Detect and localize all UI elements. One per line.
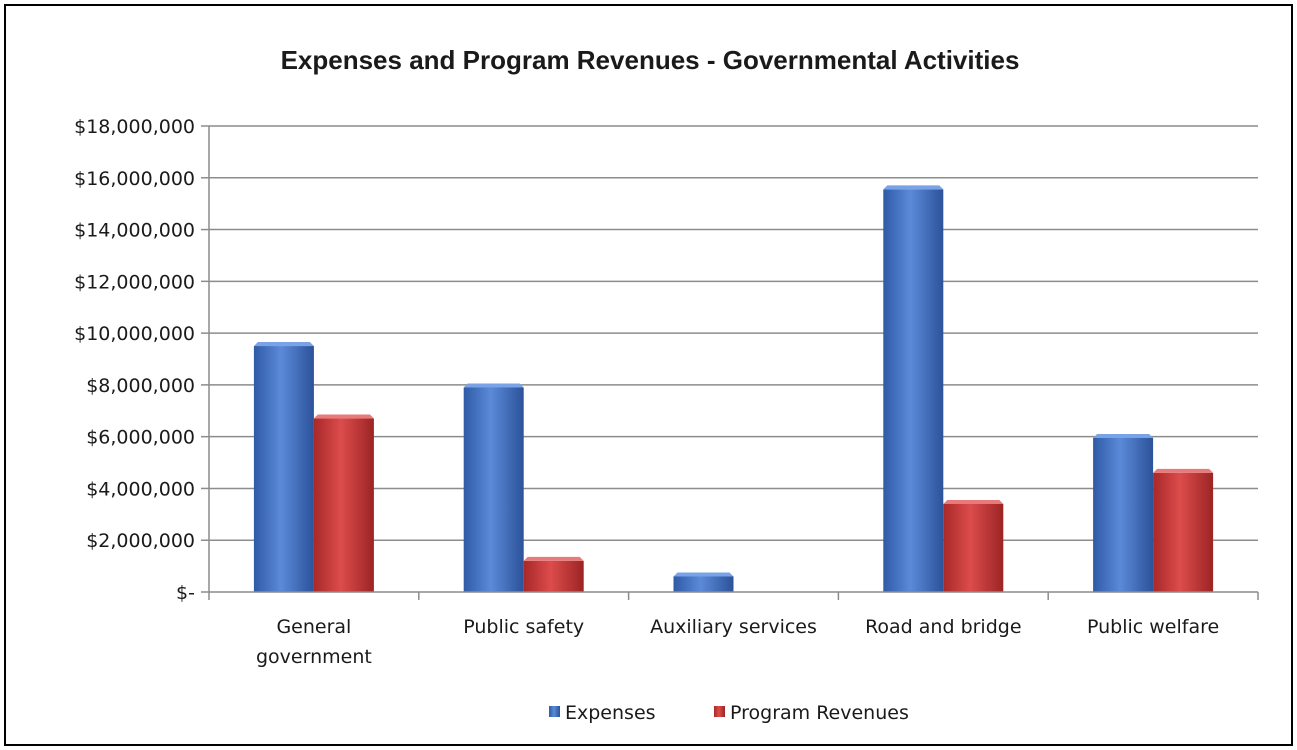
bar-program-revenues: [943, 499, 1004, 592]
y-tick-label: $2,000,000: [86, 530, 195, 552]
legend: Expenses Program Revenues: [549, 702, 909, 724]
y-tick-label: $8,000,000: [86, 375, 195, 397]
bar-chart: Expenses and Program Revenues - Governme…: [74, 45, 1259, 724]
x-category-label: General: [276, 616, 351, 638]
bar-expenses: [673, 572, 734, 592]
y-tick-label: $18,000,000: [74, 116, 195, 138]
y-tick-label: $10,000,000: [74, 323, 195, 345]
legend-swatch: [714, 706, 725, 717]
x-category-label: Public welfare: [1087, 616, 1219, 638]
legend-item: Expenses: [549, 702, 656, 724]
y-tick-label: $16,000,000: [74, 168, 195, 190]
bar-expenses: [463, 383, 524, 592]
bar-expenses: [883, 185, 944, 592]
legend-item: Program Revenues: [714, 702, 909, 724]
legend-label: Program Revenues: [730, 702, 909, 724]
bar-program-revenues: [313, 414, 374, 592]
x-category-label: government: [256, 646, 372, 668]
bar-expenses: [1093, 433, 1154, 592]
bar-program-revenues: [1153, 468, 1214, 592]
legend-swatch: [549, 706, 560, 717]
chart-frame: Expenses and Program Revenues - Governme…: [4, 4, 1293, 746]
chart-title: Expenses and Program Revenues - Governme…: [281, 45, 1020, 75]
legend-label: Expenses: [565, 702, 656, 724]
bar-expenses: [253, 342, 314, 592]
y-tick-label: $12,000,000: [74, 271, 195, 293]
y-tick-label: $-: [176, 582, 195, 604]
y-tick-label: $6,000,000: [86, 427, 195, 449]
x-category-label: Public safety: [463, 616, 584, 638]
x-category-label: Road and bridge: [865, 616, 1021, 638]
x-category-label: Auxiliary services: [650, 616, 817, 638]
y-tick-label: $14,000,000: [74, 220, 195, 242]
bar-program-revenues: [523, 556, 584, 592]
y-tick-label: $4,000,000: [86, 478, 195, 500]
